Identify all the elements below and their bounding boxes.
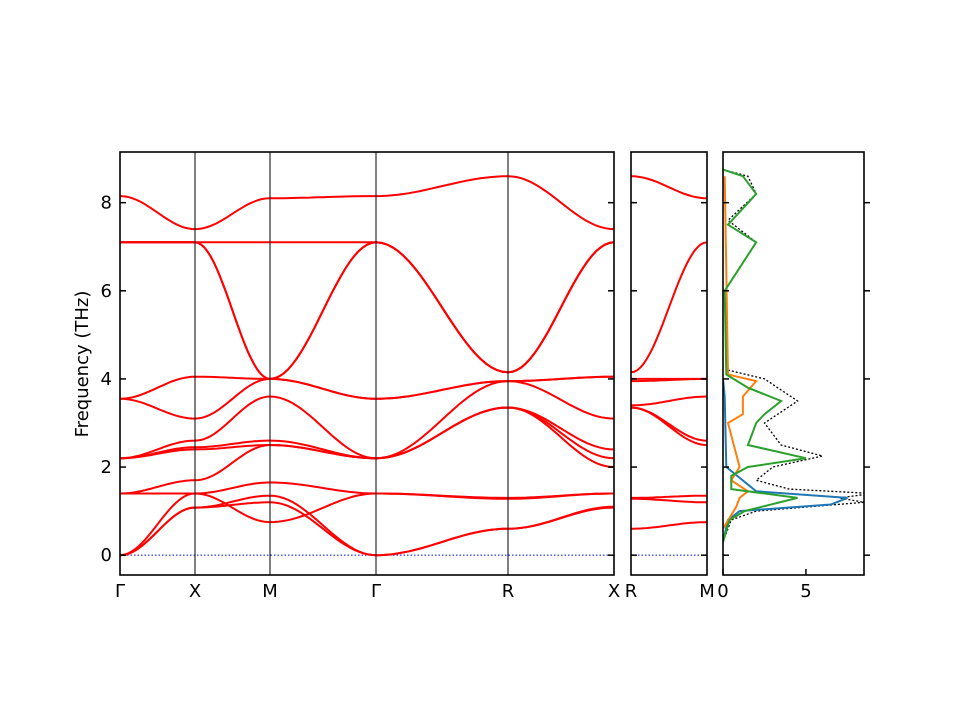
phonon-band-1 <box>631 497 707 504</box>
x-tick-label: R <box>502 581 515 602</box>
x-tick-label: M <box>699 581 715 602</box>
axes-frame <box>119 151 615 576</box>
x-tick-label: M <box>262 581 278 602</box>
y-axis-label: Frequency (THz) <box>72 291 93 438</box>
phonon-band-10 <box>120 241 615 380</box>
phonon-band-3 <box>120 481 614 499</box>
phonon-band-0 <box>119 501 615 557</box>
x-tick-label: R <box>625 581 638 602</box>
phonon-band-12 <box>120 241 615 374</box>
y-tick-label: 4 <box>101 369 112 390</box>
x-tick-label: X <box>608 581 620 602</box>
phonon-band-0 <box>631 521 708 530</box>
dos-series-1 <box>723 378 848 543</box>
phonon-band-8 <box>630 241 708 374</box>
y-tick-label: 6 <box>101 281 112 302</box>
y-tick-label: 8 <box>101 193 112 214</box>
phonon-band-11 <box>120 241 615 380</box>
dos-curves <box>723 168 864 543</box>
phonon-band-1 <box>119 494 615 557</box>
dos-series-2 <box>723 176 759 530</box>
x-tick-label: Γ <box>371 581 381 602</box>
phonon-band-13 <box>119 175 615 231</box>
dos-x-tick-label: 0 <box>717 581 728 602</box>
x-tick-label: Γ <box>115 581 125 602</box>
phonon-band-5 <box>630 395 708 407</box>
dos-series-0 <box>723 168 864 543</box>
dos-x-tick-label: 5 <box>800 581 811 602</box>
dos-axes-frame <box>722 151 865 576</box>
y-tick-label: 2 <box>101 457 112 478</box>
phonon-band-9 <box>119 375 614 400</box>
y-tick-label: 0 <box>101 545 112 566</box>
phonon-band-6 <box>120 406 615 468</box>
phonon-band-9 <box>630 175 708 200</box>
axes-frame <box>630 151 708 576</box>
phonon-band-2 <box>631 494 707 499</box>
phonon-band-4 <box>630 406 708 442</box>
dos-series-3 <box>723 168 807 543</box>
x-tick-label: X <box>189 581 201 602</box>
band-structure-panel: Γ X M Γ R X 0 2 4 6 8 <box>101 151 620 602</box>
phonon-band-7 <box>120 380 615 460</box>
